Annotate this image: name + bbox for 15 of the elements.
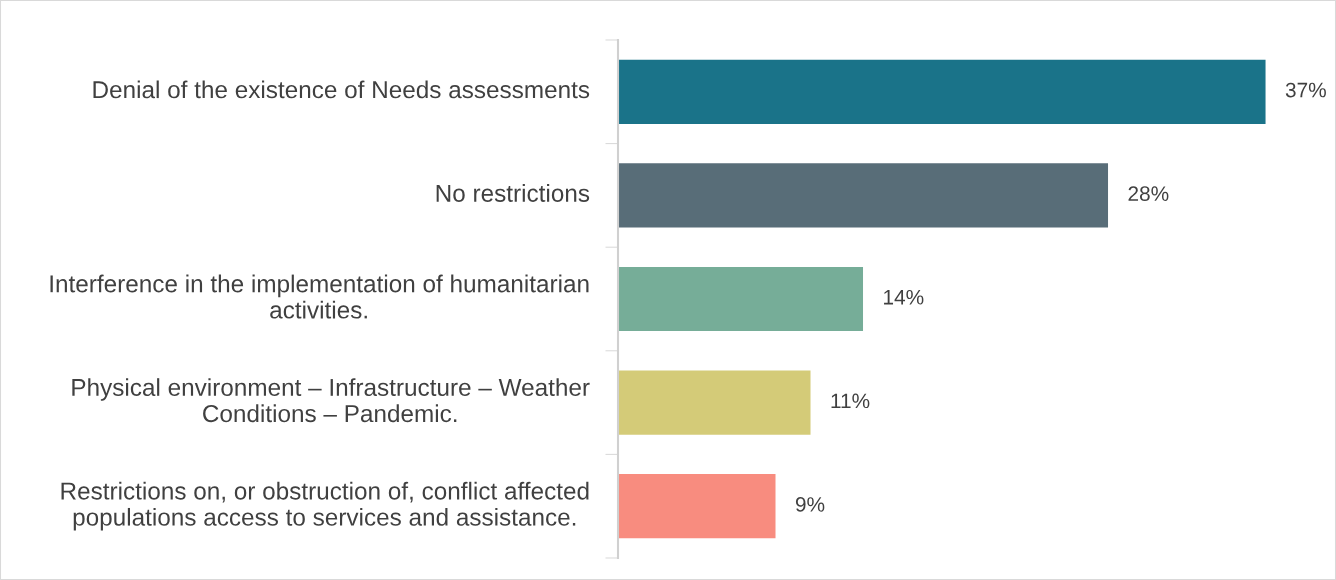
data-label: 37% [1285,82,1326,98]
bar [618,474,776,539]
bar [618,59,1266,124]
y-tick-label: No restrictions [436,184,590,202]
data-label: 9% [795,497,825,512]
data-label: 14% [884,289,924,305]
y-tick-label: Restrictions on, or obstruction of, conflict affected populations access to services and assistance. [61,481,589,531]
y-tick-label: Denial of the existence of Needs assessments [93,80,590,99]
bar [618,370,811,435]
data-label: 28% [1128,186,1169,201]
y-tick-label: Physical environment – Infrastructure – Weather Conditions – Pandemic. [72,378,590,423]
bar [618,163,1109,228]
bar [618,266,864,332]
data-label: 11% [831,393,870,409]
y-tick-label: Interference in the implementation of humanitarian activities. [50,274,589,319]
